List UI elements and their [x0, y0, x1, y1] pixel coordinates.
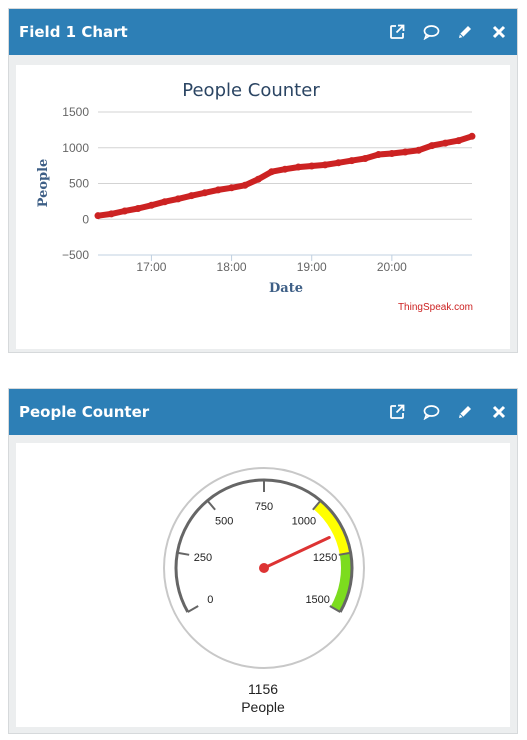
data-point: [254, 175, 262, 183]
gauge-scale-arc: [174, 478, 354, 613]
y-tick-label: 500: [69, 177, 89, 191]
gauge-tick-label: 500: [215, 516, 233, 528]
gauge-tick-label: 1000: [292, 516, 316, 528]
widget-header: Field 1 Chart: [9, 9, 517, 55]
close-icon[interactable]: [489, 402, 509, 422]
gauge-tick-label: 1500: [305, 594, 329, 606]
widget-title: People Counter: [19, 403, 150, 421]
x-axis-label: Date: [269, 281, 303, 296]
data-point: [268, 168, 276, 176]
chart-title: People Counter: [182, 80, 320, 101]
data-point: [294, 163, 302, 171]
gauge-needle-hub: [259, 563, 269, 573]
gauge-tick-label: 1250: [313, 552, 337, 564]
data-point: [174, 195, 182, 203]
pencil-icon[interactable]: [455, 22, 475, 42]
x-tick-label: 17:00: [136, 260, 166, 274]
chart-credit: ThingSpeak.com: [398, 302, 473, 313]
gauge-band: [330, 552, 351, 612]
data-point: [308, 162, 316, 170]
people-counter-widget: People Counter 0 250 500 750 1000 1250 1500 11…: [8, 388, 518, 734]
gauge-band: [313, 501, 350, 555]
data-point: [468, 132, 476, 140]
y-tick-label: −500: [62, 248, 89, 262]
gauge-tick: [187, 605, 199, 613]
y-tick-label: 1500: [62, 105, 89, 119]
data-point: [428, 142, 436, 150]
data-point: [348, 157, 356, 165]
gauge: 0 250 500 750 1000 1250 1500: [163, 467, 365, 669]
widget-toolbar: [387, 9, 509, 55]
data-point: [361, 154, 369, 162]
data-point: [415, 146, 423, 154]
data-point: [121, 207, 129, 215]
gauge-value: 1156: [247, 681, 279, 697]
widget-header: People Counter: [9, 389, 517, 435]
data-point: [201, 189, 209, 197]
data-point: [134, 205, 142, 213]
comment-icon[interactable]: [421, 402, 441, 422]
x-tick-label: 19:00: [297, 260, 327, 274]
data-point: [228, 184, 236, 192]
data-point: [321, 161, 329, 169]
close-icon[interactable]: [489, 22, 509, 42]
data-point: [401, 148, 409, 156]
gauge-tick: [338, 551, 351, 556]
external-link-icon[interactable]: [387, 402, 407, 422]
gauge-tick: [329, 605, 341, 613]
gauge-needle: [262, 536, 331, 570]
gauge-tick-label: 0: [207, 594, 213, 606]
gauge-units: People: [241, 699, 285, 715]
chart-body: People Counter −500 0 500 1000 1500 17:00 18:00…: [16, 65, 510, 349]
data-point: [188, 192, 195, 200]
line-chart: People Counter −500 0 500 1000 1500 17:00 18:00…: [36, 80, 476, 313]
gauge-tick: [177, 551, 190, 556]
data-point: [94, 212, 102, 220]
data-point: [147, 201, 155, 209]
data-point: [388, 149, 396, 157]
data-point: [375, 151, 382, 159]
gauge-body: 0 250 500 750 1000 1250 1500 1156 People: [16, 443, 510, 727]
y-tick-label: 0: [82, 212, 89, 226]
gauge-tick-label: 250: [194, 552, 212, 564]
data-point: [281, 165, 289, 173]
gauge-tick-label: 750: [255, 501, 273, 513]
pencil-icon[interactable]: [455, 402, 475, 422]
data-point: [161, 198, 169, 206]
data-point: [334, 159, 342, 167]
external-link-icon[interactable]: [387, 22, 407, 42]
data-point: [241, 181, 249, 189]
data-point: [214, 186, 222, 194]
data-point: [441, 139, 449, 147]
widget-toolbar: [387, 389, 509, 435]
data-point: [455, 137, 463, 145]
y-axis-label: People: [36, 159, 51, 208]
comment-icon[interactable]: [421, 22, 441, 42]
gauge-tick: [206, 499, 216, 511]
y-tick-label: 1000: [62, 141, 89, 155]
x-tick-label: 20:00: [377, 260, 407, 274]
widget-title: Field 1 Chart: [19, 23, 128, 41]
gauge-tick: [312, 499, 322, 511]
data-point: [107, 210, 115, 218]
x-tick-label: 18:00: [217, 260, 247, 274]
field-1-chart-widget: Field 1 Chart People Counter −500 0 500 1000…: [8, 8, 518, 353]
